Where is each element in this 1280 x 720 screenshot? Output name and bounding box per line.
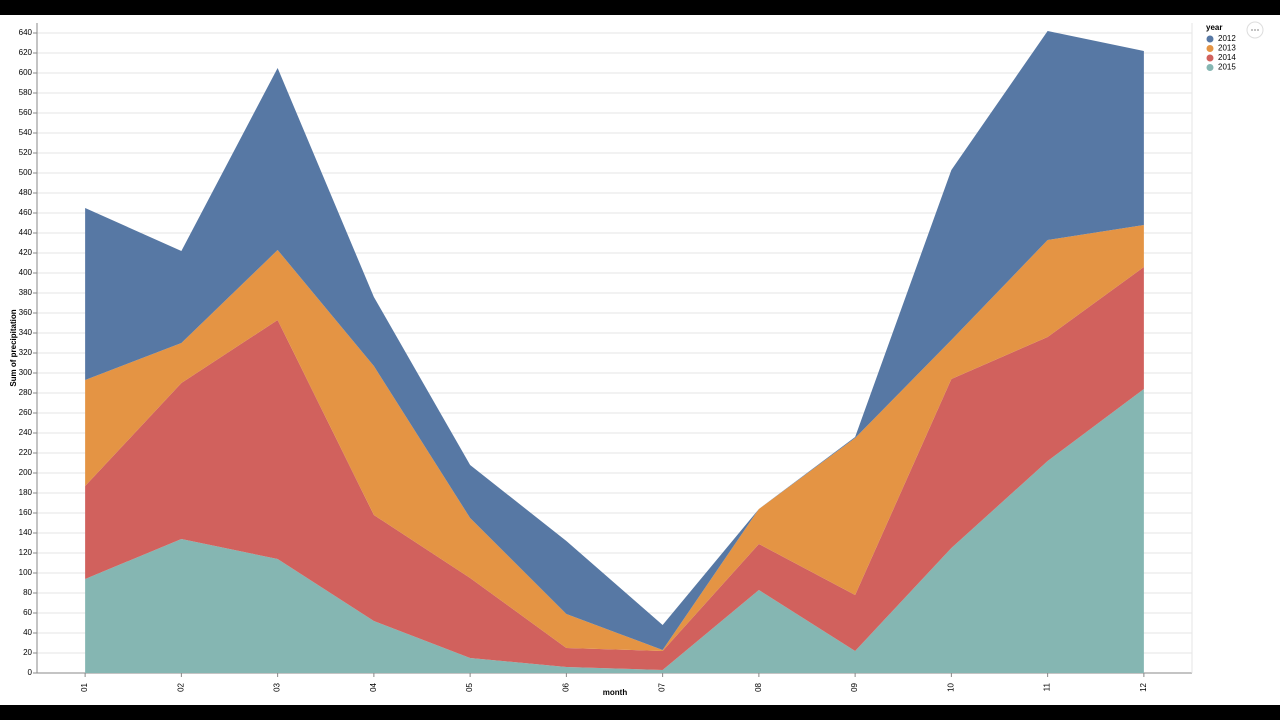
- y-tick-label: 380: [19, 288, 33, 297]
- y-tick-label: 580: [19, 88, 33, 97]
- area: [85, 389, 1144, 673]
- menu-dot: [1254, 29, 1256, 31]
- y-tick-label: 300: [19, 368, 33, 377]
- menu-icon[interactable]: [1246, 21, 1264, 39]
- y-tick-label: 80: [23, 588, 32, 597]
- y-tick-label: 620: [19, 48, 33, 57]
- legend-label: 2014: [1218, 53, 1236, 62]
- y-tick-label: 460: [19, 208, 33, 217]
- y-tick-label: 400: [19, 268, 33, 277]
- y-axis-title: Sum of precipitation: [9, 309, 18, 386]
- x-tick-label: 02: [176, 682, 185, 691]
- y-tick-label: 220: [19, 448, 33, 457]
- y-tick-label: 0: [28, 668, 33, 677]
- x-tick-label: 03: [273, 682, 282, 691]
- y-tick-label: 440: [19, 228, 33, 237]
- y-tick-label: 420: [19, 248, 33, 257]
- y-tick-label: 500: [19, 168, 33, 177]
- legend-swatch: [1206, 45, 1214, 52]
- x-tick-label: 12: [1139, 682, 1148, 691]
- y-tick-label: 480: [19, 188, 33, 197]
- y-tick-label: 140: [19, 528, 33, 537]
- legend-swatch: [1206, 35, 1214, 43]
- menu-dot: [1257, 29, 1259, 31]
- x-tick-label: 07: [658, 682, 667, 691]
- area: [85, 225, 1144, 651]
- legend-label: 2015: [1218, 63, 1236, 72]
- x-tick-label: 09: [850, 682, 859, 691]
- x-tick-label: 06: [561, 682, 570, 691]
- y-tick-label: 60: [23, 608, 32, 617]
- x-tick-label: 08: [754, 682, 763, 691]
- y-tick-label: 360: [19, 308, 33, 317]
- x-axis-title: month: [603, 688, 628, 697]
- y-tick-label: 180: [19, 488, 33, 497]
- y-tick-label: 600: [19, 68, 33, 77]
- y-tick-label: 120: [19, 548, 33, 557]
- x-tick-label: 04: [369, 682, 378, 691]
- y-tick-label: 340: [19, 328, 33, 337]
- area: [85, 267, 1144, 670]
- menu-dot: [1251, 29, 1253, 31]
- y-tick-label: 200: [19, 468, 33, 477]
- y-tick-label: 640: [19, 28, 33, 37]
- y-tick-label: 100: [19, 568, 33, 577]
- legend-swatch: [1206, 64, 1214, 71]
- legend-label: 2012: [1218, 34, 1236, 43]
- y-tick-label: 280: [19, 388, 33, 397]
- y-tick-label: 520: [19, 148, 33, 157]
- y-tick-label: 560: [19, 108, 33, 117]
- area: [85, 31, 1144, 650]
- legend-swatch: [1206, 54, 1214, 62]
- y-tick-label: 20: [23, 648, 32, 657]
- x-tick-label: 10: [946, 682, 955, 691]
- legend-title: year: [1206, 23, 1222, 32]
- x-tick-label: 05: [465, 682, 474, 691]
- x-tick-label: 01: [80, 682, 89, 691]
- y-tick-label: 160: [19, 508, 33, 517]
- y-tick-label: 260: [19, 408, 33, 417]
- y-tick-label: 540: [19, 128, 33, 137]
- x-tick-label: 11: [1043, 682, 1052, 691]
- y-tick-label: 240: [19, 428, 33, 437]
- legend-label: 2013: [1218, 44, 1236, 53]
- y-tick-label: 40: [23, 628, 32, 637]
- y-tick-label: 320: [19, 348, 33, 357]
